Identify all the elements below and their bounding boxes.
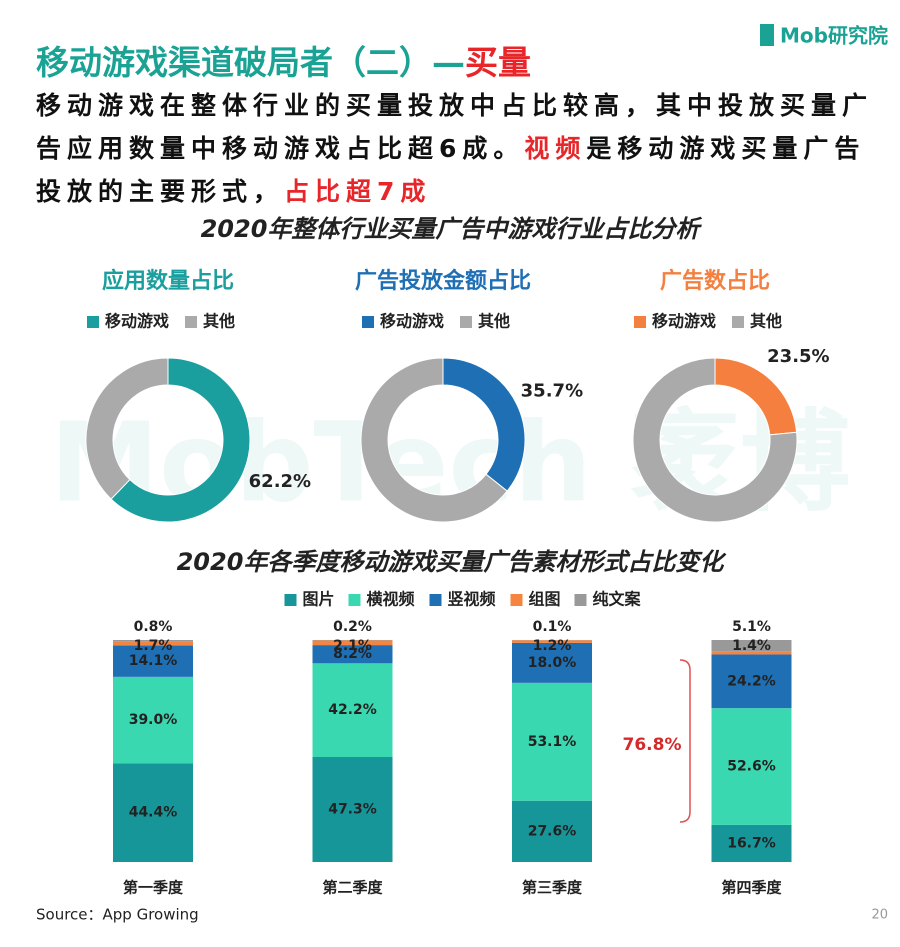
bar-segment	[711, 640, 792, 652]
legend-label: 组图	[529, 590, 561, 609]
title-part: 买量	[465, 43, 531, 82]
donut-slice	[442, 357, 526, 492]
data-label: 1.2%	[533, 638, 572, 654]
data-label: 0.2%	[333, 619, 372, 635]
data-label: 42.2%	[328, 702, 377, 718]
bar-segment	[113, 763, 193, 862]
data-label: 5.1%	[732, 619, 771, 635]
data-label: 52.6%	[727, 759, 776, 775]
donut-slice	[632, 357, 798, 523]
legend-label: 横视频	[367, 590, 415, 609]
x-tick-label: 第一季度	[123, 879, 184, 897]
logo-icon	[760, 24, 774, 46]
data-label: 24.2%	[727, 673, 776, 689]
legend-label: 其他	[203, 312, 235, 331]
legend-swatch	[510, 594, 523, 606]
bar-segment	[512, 682, 592, 801]
donut-slice	[110, 357, 251, 523]
legend-swatch	[634, 316, 646, 328]
bar-segment	[113, 645, 193, 677]
bar-segment	[113, 676, 193, 764]
donut-title: 应用数量占比	[102, 268, 234, 294]
intro-text: 占比超7成	[284, 177, 432, 206]
data-label: 2.1%	[333, 638, 372, 654]
data-label: 0.1%	[533, 619, 572, 635]
data-label: 14.1%	[129, 653, 178, 669]
donut-slice	[85, 357, 169, 500]
intro-text: 移动游戏在整体行业的买量投放中占比较高，其中投放买量广告应用数量中移动游戏占比超…	[36, 91, 874, 163]
bar-segment	[711, 708, 792, 825]
x-tick-label: 第二季度	[322, 879, 383, 897]
data-label: 27.6%	[528, 823, 577, 839]
legend-swatch	[362, 316, 374, 328]
section-title: 2020年整体行业买量广告中游戏行业占比分析	[201, 215, 703, 243]
legend-label: 其他	[478, 312, 510, 331]
legend-swatch	[348, 594, 361, 606]
legend-label: 纯文案	[593, 590, 642, 609]
legend-label: 其他	[750, 312, 782, 331]
legend-swatch	[284, 594, 297, 606]
x-tick-label: 第四季度	[721, 879, 782, 897]
annotation: 76.8%	[623, 735, 682, 755]
data-label: 62.2%	[249, 471, 311, 492]
donut-title: 广告投放金额占比	[355, 268, 531, 294]
legend-swatch	[185, 316, 197, 328]
data-label: 47.3%	[328, 801, 377, 817]
bar-segment	[312, 645, 393, 664]
chart-title: 2020年各季度移动游戏买量广告素材形式占比变化	[177, 548, 728, 576]
legend-label: 图片	[303, 590, 335, 609]
bar-segment	[512, 640, 592, 643]
page-number: 20	[871, 908, 888, 923]
title: 移动游戏渠道破局者（二）—买量	[36, 43, 531, 82]
data-label: 1.4%	[732, 638, 771, 654]
bar-segment	[113, 641, 193, 646]
title-part: 移动游戏渠道破局者（二）—	[36, 43, 465, 82]
legend-label: 移动游戏	[652, 312, 716, 331]
data-label: 53.1%	[528, 734, 577, 750]
bar-segment	[711, 651, 792, 655]
legend-swatch	[574, 594, 587, 606]
bar-segment	[312, 640, 393, 646]
data-label: 16.7%	[727, 835, 776, 851]
data-label: 23.5%	[767, 346, 829, 367]
data-label: 44.4%	[129, 805, 178, 821]
legend-swatch	[429, 594, 442, 606]
legend-label: 移动游戏	[380, 312, 444, 331]
bar-segment	[711, 654, 792, 709]
bar-segment	[711, 824, 792, 862]
data-label: 8.2%	[333, 646, 372, 662]
intro-text: 是移动游戏买量广告投放的主要形式，	[36, 134, 866, 206]
donut-title: 广告数占比	[660, 268, 770, 294]
bar-segment	[512, 642, 592, 683]
intro: 移动游戏在整体行业的买量投放中占比较高，其中投放买量广告应用数量中移动游戏占比超…	[36, 84, 876, 213]
data-label: 0.8%	[134, 619, 173, 635]
legend-swatch	[732, 316, 744, 328]
bar-segment	[312, 663, 393, 757]
bar-segment	[312, 756, 393, 862]
bar-segment	[512, 800, 592, 862]
bar-segment	[113, 640, 193, 642]
legend-swatch	[460, 316, 472, 328]
legend-swatch	[87, 316, 99, 328]
x-tick-label: 第三季度	[522, 879, 583, 897]
logo: Mob研究院	[780, 24, 888, 48]
bracket	[679, 659, 691, 823]
source: Source：App Growing	[36, 906, 199, 924]
data-label: 1.7%	[134, 638, 173, 654]
legend-label: 移动游戏	[105, 312, 169, 331]
donut-slice	[360, 357, 508, 523]
legend-label: 竖视频	[448, 590, 496, 609]
intro-text: 视频	[524, 134, 587, 163]
data-label: 35.7%	[521, 380, 583, 401]
data-label: 18.0%	[528, 655, 577, 671]
data-label: 39.0%	[129, 712, 178, 728]
